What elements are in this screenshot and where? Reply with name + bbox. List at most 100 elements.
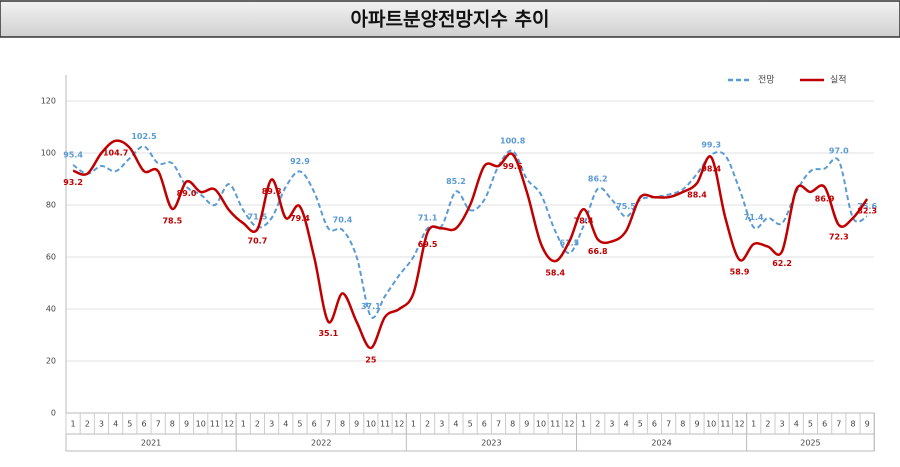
x-tick-label: 2 [765, 420, 770, 429]
x-tick-label: 6 [141, 420, 146, 429]
y-tick-label: 0 [51, 409, 56, 418]
x-tick-label: 11 [380, 420, 390, 429]
x-tick-label: 3 [609, 420, 614, 429]
x-tick-label: 10 [536, 420, 546, 429]
data-label: 79.4 [290, 214, 310, 223]
x-tick-label: 1 [581, 420, 586, 429]
data-label: 75.5 [616, 202, 636, 211]
x-tick-label: 10 [706, 420, 716, 429]
y-tick-label: 120 [41, 97, 56, 106]
x-tick-label: 10 [366, 420, 376, 429]
x-tick-label: 5 [297, 420, 302, 429]
y-tick-label: 100 [41, 149, 56, 158]
data-label: 98.4 [701, 165, 721, 174]
x-tick-label: 10 [196, 420, 206, 429]
x-tick-label: 7 [326, 420, 331, 429]
data-label: 100.8 [500, 136, 526, 145]
x-tick-label: 6 [482, 420, 487, 429]
data-label: 71.1 [418, 214, 438, 223]
data-label: 62.2 [772, 259, 792, 268]
x-tick-label: 9 [524, 420, 529, 429]
data-label: 72.3 [829, 233, 849, 242]
data-label: 75.6 [857, 202, 877, 211]
x-tick-label: 3 [439, 420, 444, 429]
data-label: 99.3 [701, 140, 721, 149]
data-label: 88.4 [687, 191, 707, 200]
data-label: 66.8 [588, 247, 608, 256]
x-tick-label: 12 [734, 420, 744, 429]
x-tick-label: 4 [794, 420, 799, 429]
x-tick-label: 2 [425, 420, 430, 429]
data-label: 70.7 [248, 237, 268, 246]
x-tick-label: 2 [255, 420, 260, 429]
x-tick-label: 11 [210, 420, 220, 429]
data-label: 82.3 [857, 207, 877, 216]
x-tick-label: 5 [468, 420, 473, 429]
data-label: 95.4 [63, 150, 83, 159]
data-label: 71.5 [248, 213, 268, 222]
data-label: 71.4 [744, 213, 764, 222]
x-tick-label: 9 [354, 420, 359, 429]
x-tick-label: 8 [680, 420, 685, 429]
x-tick-label: 2 [85, 420, 90, 429]
x-tick-label: 5 [808, 420, 813, 429]
data-label: 93.2 [63, 178, 83, 187]
data-label: 89.0 [177, 189, 197, 198]
data-label: 70.4 [333, 215, 353, 224]
x-tick-label: 6 [822, 420, 827, 429]
data-label: 35.1 [318, 329, 338, 338]
data-label: 97.0 [829, 146, 849, 155]
x-tick-label: 3 [269, 420, 274, 429]
x-tick-label: 4 [624, 420, 629, 429]
x-tick-label: 9 [184, 420, 189, 429]
x-tick-label: 3 [780, 420, 785, 429]
year-label: 2022 [311, 439, 331, 448]
x-tick-label: 9 [865, 420, 870, 429]
legend-label: 실적 [830, 74, 847, 86]
data-label: 99.5 [503, 162, 523, 171]
x-tick-label: 6 [652, 420, 657, 429]
y-tick-label: 20 [46, 357, 56, 366]
x-tick-label: 11 [720, 420, 730, 429]
x-tick-label: 8 [170, 420, 175, 429]
data-label: 58.4 [545, 269, 565, 278]
x-tick-label: 1 [411, 420, 416, 429]
x-tick-label: 5 [127, 420, 132, 429]
x-tick-label: 8 [340, 420, 345, 429]
x-tick-label: 7 [836, 420, 841, 429]
x-tick-label: 4 [453, 420, 458, 429]
x-tick-label: 4 [283, 420, 288, 429]
x-tick-label: 7 [496, 420, 501, 429]
x-tick-label: 12 [564, 420, 574, 429]
data-label: 86.2 [588, 174, 608, 183]
x-tick-label: 1 [241, 420, 246, 429]
data-label: 86.9 [815, 195, 835, 204]
y-tick-label: 60 [46, 253, 56, 262]
data-label: 104.7 [103, 148, 128, 157]
x-tick-label: 7 [156, 420, 161, 429]
x-tick-label: 5 [638, 420, 643, 429]
x-tick-label: 6 [312, 420, 317, 429]
legend-label: 전망 [758, 75, 775, 86]
year-label: 2023 [481, 439, 501, 448]
data-label: 102.5 [131, 132, 157, 141]
data-label: 37.1 [361, 302, 381, 311]
year-label: 2021 [141, 439, 161, 448]
x-tick-label: 3 [99, 420, 104, 429]
data-label: 25 [365, 356, 377, 365]
y-tick-label: 40 [46, 305, 56, 314]
x-tick-label: 8 [850, 420, 855, 429]
data-label: 78.4 [574, 217, 594, 226]
data-label: 92.9 [290, 157, 310, 166]
title-bar [0, 0, 900, 38]
x-tick-label: 1 [751, 420, 756, 429]
data-label: 78.5 [162, 216, 182, 225]
series-line [72, 145, 868, 319]
x-tick-label: 2 [595, 420, 600, 429]
x-tick-label: 12 [224, 420, 234, 429]
year-label: 2025 [800, 439, 820, 448]
x-tick-label: 1 [71, 420, 76, 429]
chart-title: 아파트분양전망지수 추이 [351, 9, 550, 31]
x-tick-label: 11 [550, 420, 560, 429]
